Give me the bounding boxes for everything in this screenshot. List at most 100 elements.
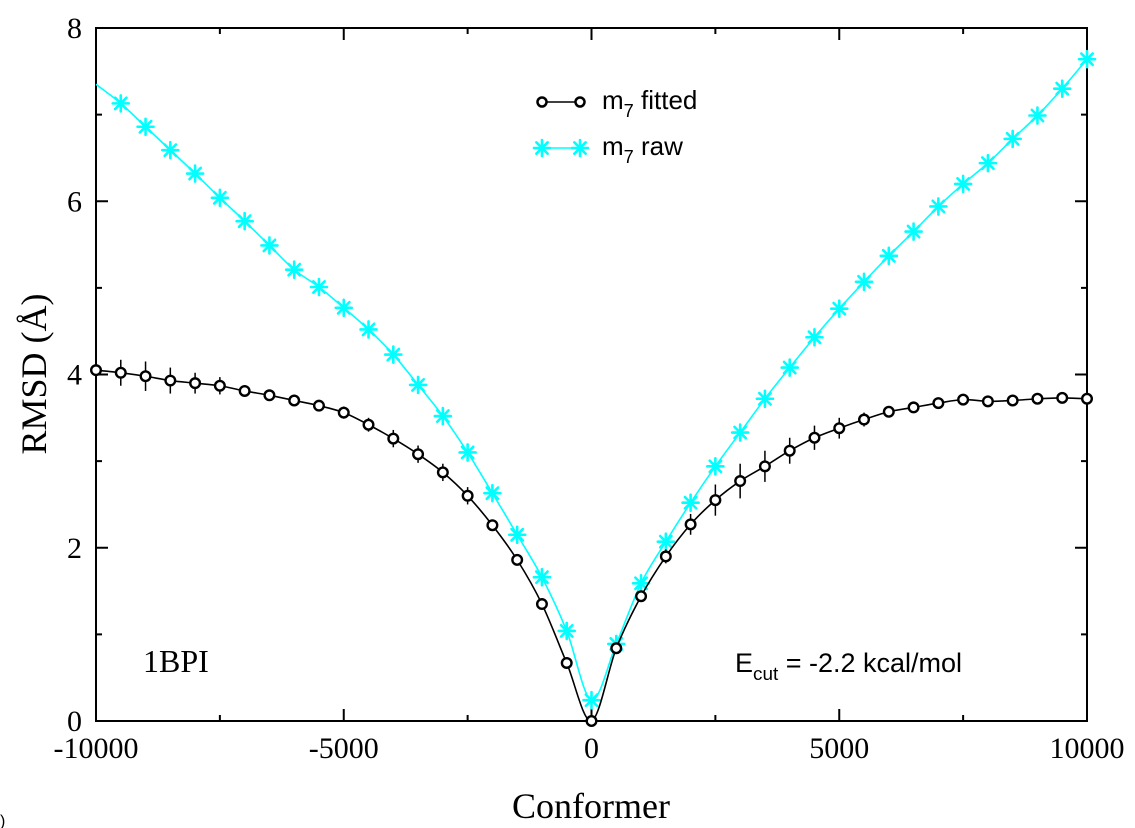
data-point-raw [210, 188, 230, 208]
data-point-fitted [659, 550, 672, 563]
data-point-raw [458, 443, 477, 462]
corner-fragment: ) [0, 813, 5, 828]
data-point-fitted [288, 394, 301, 407]
data-point-fitted [139, 370, 152, 383]
data-point-fitted [436, 466, 449, 479]
data-point-fitted [114, 366, 127, 379]
svg-text:m7 fitted: m7 fitted [602, 85, 697, 121]
y-tick-label: 8 [67, 12, 82, 45]
data-point-raw [185, 164, 205, 183]
data-point-raw [1003, 129, 1022, 149]
legend-label-fitted-main: m [602, 85, 624, 115]
data-point-raw [879, 246, 899, 266]
data-point-raw [582, 690, 601, 710]
legend-marker-circle [574, 96, 586, 108]
data-point-raw [656, 532, 676, 551]
data-point-fitted [1031, 392, 1044, 405]
x-tick-label: 5000 [809, 732, 869, 765]
data-point-raw [557, 621, 577, 641]
data-point-raw [1077, 49, 1097, 69]
data-point-raw [780, 358, 800, 377]
data-point-raw [359, 320, 378, 339]
data-point-raw [1028, 106, 1047, 125]
data-point-fitted [263, 389, 276, 402]
data-point-fitted [1056, 391, 1069, 404]
y-axis-title: RMSD (Å) [14, 293, 54, 454]
data-point-fitted [957, 393, 970, 406]
legend-label-raw-sub: 7 [624, 147, 634, 167]
data-point-raw [755, 389, 775, 409]
data-point-raw [829, 299, 849, 318]
x-tick-label: -10000 [54, 732, 139, 765]
legend-entry-fitted: m7 fitted [536, 85, 697, 121]
ecut-label-sub: cut [753, 664, 779, 685]
data-point-raw [483, 483, 502, 503]
data-point-fitted [560, 656, 573, 669]
data-point-fitted [833, 422, 846, 435]
data-point-fitted [312, 399, 325, 412]
data-point-raw [260, 236, 279, 255]
legend-entry-raw: m7 raw [532, 131, 683, 167]
data-point-fitted [734, 475, 747, 488]
data-point-fitted [89, 364, 102, 377]
data-point-raw [904, 222, 923, 241]
data-point-fitted [882, 405, 895, 418]
y-tick-label: 4 [67, 359, 82, 392]
data-point-raw [408, 375, 428, 395]
data-point-raw [730, 423, 750, 442]
data-point-raw [309, 277, 329, 297]
protein-label: 1BPI [143, 643, 209, 679]
data-point-fitted [511, 553, 524, 566]
data-point-fitted [164, 374, 177, 387]
data-point-raw [681, 493, 700, 513]
svg-text:Ecut = -2.2 kcal/mol: Ecut = -2.2 kcal/mol [735, 648, 962, 685]
data-point-raw [507, 525, 527, 545]
data-point-fitted [635, 590, 648, 603]
series-layer [89, 49, 1097, 728]
legend-label-fitted-sub: 7 [624, 101, 634, 121]
data-point-raw [532, 567, 552, 587]
data-point-fitted [585, 715, 598, 728]
y-tick-label: 2 [67, 532, 82, 565]
y-tick-label: 6 [67, 185, 82, 218]
x-tick-label: -5000 [309, 732, 379, 765]
legend-asterisk [570, 138, 590, 158]
legend-label-fitted-rest: fitted [634, 85, 698, 115]
data-point-fitted [709, 494, 722, 507]
data-point-raw [334, 298, 354, 318]
data-point-raw [805, 327, 824, 347]
data-point-fitted [238, 384, 251, 397]
data-point-raw [706, 457, 725, 476]
legend-marker-asterisk [570, 138, 590, 158]
data-point-fitted [412, 448, 425, 461]
legend-label-raw-rest: raw [634, 131, 683, 161]
svg-text:m7 raw: m7 raw [602, 131, 683, 167]
legend-asterisk [532, 138, 552, 158]
plot-frame [95, 27, 1088, 722]
data-point-fitted [387, 432, 400, 445]
legend-marker-asterisk [532, 138, 552, 158]
data-point-fitted [907, 401, 920, 414]
legend-marker-circle [536, 96, 548, 108]
data-point-raw [284, 260, 304, 279]
data-point-raw [953, 174, 973, 194]
data-point-fitted [684, 518, 697, 531]
data-point-raw [111, 94, 131, 113]
data-point-raw [136, 117, 155, 137]
data-point-fitted [758, 460, 771, 473]
data-point-fitted [858, 413, 871, 426]
data-point-fitted [610, 642, 623, 655]
data-point-fitted [535, 598, 548, 611]
data-point-raw [631, 573, 651, 593]
data-point-fitted [189, 377, 202, 390]
ecut-label-main: E [735, 648, 753, 678]
data-point-fitted [981, 395, 994, 408]
data-point-fitted [932, 397, 945, 410]
data-point-raw [383, 345, 403, 364]
data-point-raw [1052, 79, 1072, 98]
axis-ticks [95, 27, 1088, 722]
data-point-fitted [362, 418, 375, 431]
x-tick-label: 10000 [1050, 732, 1125, 765]
data-point-fitted [808, 431, 821, 444]
